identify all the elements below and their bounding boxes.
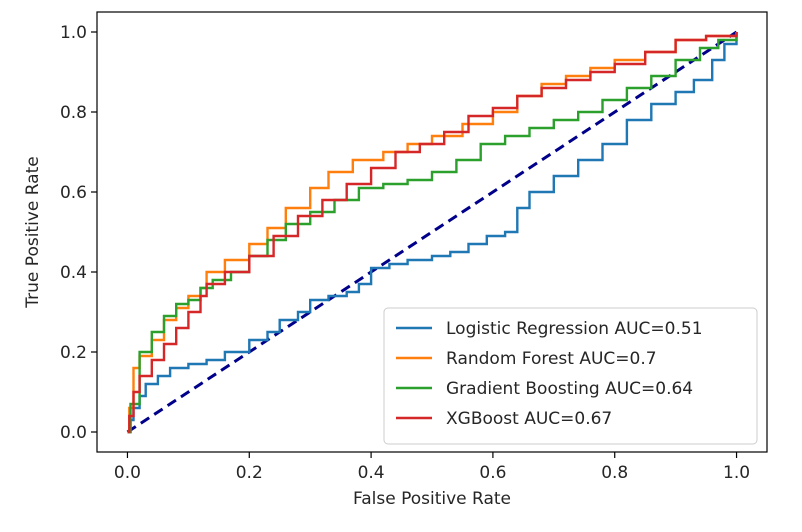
reference-line-layer (126, 30, 738, 434)
y-tick-label: 0.0 (60, 423, 87, 443)
plot-area-frame (96, 11, 768, 453)
y-tick-label: 0.8 (60, 103, 87, 123)
legend: Logistic Regression AUC=0.51 Random Fores… (383, 307, 758, 445)
x-tick-label: 0.0 (114, 463, 141, 483)
series-line-2 (127, 32, 738, 434)
y-tick-label: 1.0 (60, 23, 87, 43)
x-tick-label: 0.4 (358, 463, 385, 483)
x-axis-ticks: 0.0 0.2 0.4 0.6 0.8 1.0 (114, 452, 750, 483)
y-tick-label: 0.2 (60, 343, 87, 363)
legend-label-1: Random Forest AUC=0.7 (446, 349, 657, 369)
y-axis-ticks: 0.0 0.2 0.4 0.6 0.8 1.0 (60, 23, 97, 443)
x-axis-label: False Positive Rate (353, 489, 511, 509)
legend-label-0: Logistic Regression AUC=0.51 (446, 319, 703, 339)
x-tick-label: 0.6 (479, 463, 506, 483)
x-tick-label: 0.8 (601, 463, 628, 483)
x-tick-label: 1.0 (723, 463, 750, 483)
series-line-3 (127, 32, 738, 434)
y-axis-label: True Positive Rate (23, 156, 43, 308)
reference-diagonal-line (126, 30, 738, 434)
x-tick-label: 0.2 (236, 463, 263, 483)
series-layer (127, 32, 738, 434)
legend-box (383, 307, 758, 445)
series-line-0 (127, 32, 738, 434)
legend-label-3: XGBoost AUC=0.67 (446, 409, 612, 429)
y-tick-label: 0.4 (60, 263, 87, 283)
y-tick-label: 0.6 (60, 183, 87, 203)
legend-label-2: Gradient Boosting AUC=0.64 (446, 379, 693, 399)
